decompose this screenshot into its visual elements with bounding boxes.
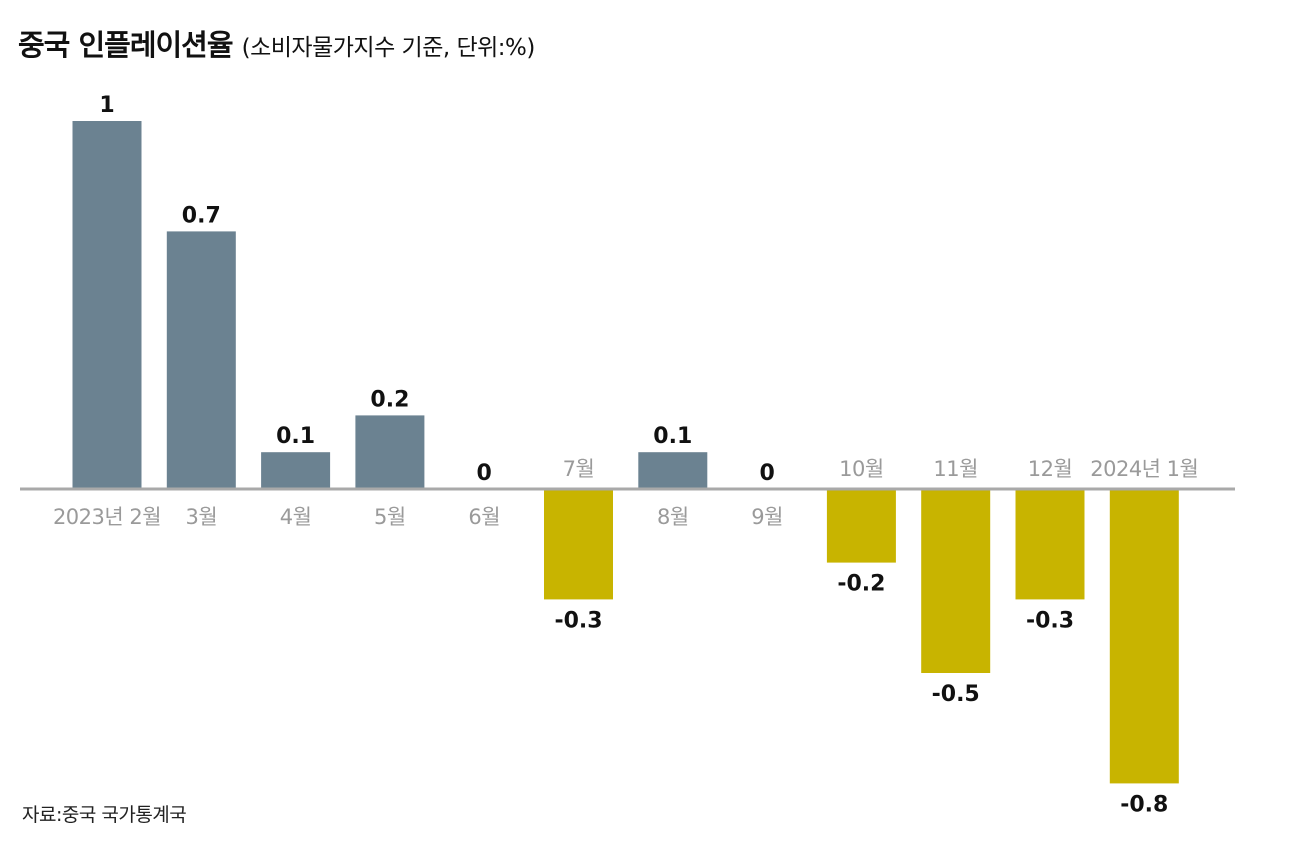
value-label-2: 0.1 — [276, 424, 315, 449]
bar-0 — [72, 121, 142, 489]
chart-header: 중국 인플레이션율 (소비자물가지수 기준, 단위:%) — [18, 22, 535, 64]
value-label-11: -0.8 — [1120, 792, 1168, 817]
category-label-4: 6월 — [468, 505, 500, 529]
bar-3 — [355, 415, 425, 489]
bar-11 — [1109, 489, 1179, 784]
category-label-9: 11월 — [933, 457, 978, 481]
category-label-7: 9월 — [751, 505, 783, 529]
category-label-3: 5월 — [374, 505, 406, 529]
bar-8 — [826, 489, 896, 563]
value-label-1: 0.7 — [182, 203, 221, 228]
value-label-3: 0.2 — [370, 387, 409, 412]
bar-2 — [261, 452, 331, 489]
chart-source: 자료:중국 국가통계국 — [22, 804, 187, 826]
value-label-0: 1 — [99, 93, 114, 118]
value-label-8: -0.2 — [837, 572, 885, 597]
category-label-2: 4월 — [280, 505, 312, 529]
category-label-10: 12월 — [1028, 457, 1073, 481]
category-label-1: 3월 — [185, 505, 217, 529]
category-label-8: 10월 — [839, 457, 884, 481]
chart-title: 중국 인플레이션율 — [18, 28, 234, 62]
category-label-11: 2024년 1월 — [1090, 457, 1198, 481]
value-label-7: 0 — [759, 461, 774, 486]
value-label-9: -0.5 — [932, 682, 980, 707]
category-label-6: 8월 — [657, 505, 689, 529]
bar-6 — [638, 452, 708, 489]
bar-9 — [921, 489, 991, 673]
chart-subtitle: (소비자물가지수 기준, 단위:%) — [241, 35, 536, 61]
value-label-5: -0.3 — [554, 608, 602, 633]
bar-1 — [166, 231, 236, 489]
category-label-5: 7월 — [563, 457, 595, 481]
value-label-6: 0.1 — [653, 424, 692, 449]
bar-5 — [544, 489, 613, 600]
value-label-10: -0.3 — [1026, 608, 1074, 633]
value-label-4: 0 — [477, 461, 492, 486]
category-label-0: 2023년 2월 — [53, 505, 161, 529]
bar-10 — [1015, 489, 1085, 600]
